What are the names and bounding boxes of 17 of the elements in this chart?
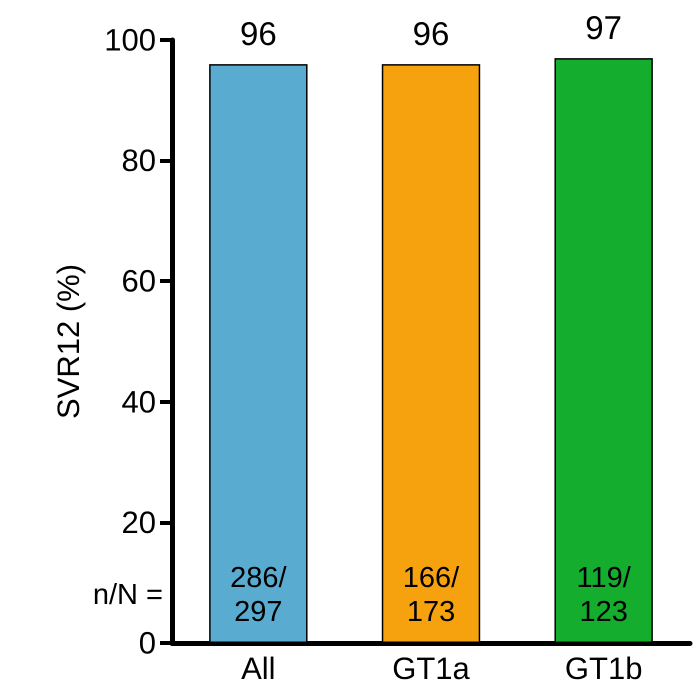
annotation: 166/ 173 — [402, 562, 460, 628]
data-label: 97 — [585, 9, 622, 46]
x-tick-label: GT1a — [392, 651, 471, 686]
y-tick-label: 40 — [122, 384, 156, 420]
annotation: 286/ 297 — [230, 562, 288, 628]
y-axis-title: SVR12 (%) — [51, 264, 86, 420]
y-tick-label: 0 — [138, 626, 156, 660]
text: n/N = — [92, 578, 163, 611]
annotation: 119/ 123 — [576, 562, 632, 628]
x-tick-label: GT1b — [564, 651, 642, 686]
data-label: 96 — [412, 15, 450, 52]
y-tick-label: 60 — [122, 264, 156, 299]
y-tick-label: 20 — [122, 504, 156, 540]
y-tick-label: 100 — [104, 22, 156, 58]
y-tick-label: 80 — [122, 143, 156, 178]
data-label: 96 — [240, 15, 277, 52]
x-tick-label: All — [241, 651, 276, 686]
